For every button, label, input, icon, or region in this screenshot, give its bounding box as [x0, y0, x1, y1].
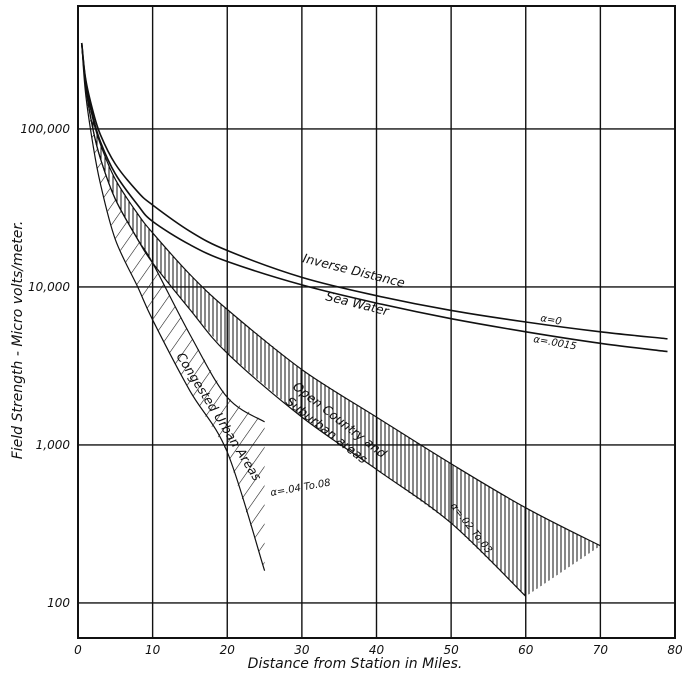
- y-axis-title: Field Strength - Micro volts/meter.: [10, 221, 26, 460]
- y-tick-label: 100,000: [20, 122, 70, 136]
- x-tick-label: 30: [294, 643, 310, 657]
- plot-frame: [77, 5, 676, 639]
- shaded-bands: [81, 42, 601, 597]
- x-tick-label: 40: [369, 643, 385, 657]
- y-tick-label: 100: [47, 596, 70, 610]
- band-fill-2: [81, 43, 601, 597]
- annotation-alpha-zero: α=0: [539, 313, 562, 328]
- x-tick-label: 80: [667, 643, 683, 657]
- x-tick-label: 70: [593, 643, 609, 657]
- y-tick-labels: 100,000 10,000 1,000 100: [20, 122, 70, 610]
- annotation-sea-water: Sea Water: [324, 288, 391, 318]
- x-axis-title: Distance from Station in Miles.: [248, 656, 463, 672]
- x-tick-label: 60: [518, 643, 534, 657]
- x-tick-label: 50: [443, 643, 459, 657]
- x-tick-label: 10: [145, 643, 161, 657]
- x-tick-labels: 0 10 20 30 40 50 60 70 80: [74, 643, 683, 657]
- annotation-alpha-04-08: α=.04 To.08: [270, 478, 332, 499]
- y-tick-label: 10,000: [28, 280, 70, 294]
- band-upper-edge-3: [81, 42, 265, 423]
- x-tick-label: 0: [74, 643, 82, 657]
- series-curves: [80, 42, 668, 353]
- band-lower-edge-3: [81, 42, 266, 571]
- band-upper-edge-2: [81, 42, 601, 547]
- y-tick-label: 1,000: [36, 438, 71, 452]
- series-line-1: [80, 42, 668, 353]
- series-line-0: [80, 42, 668, 340]
- annotation-alpha-0015: α=.0015: [532, 334, 577, 352]
- band-fill-3: [81, 43, 265, 571]
- annotation-inverse-distance: Inverse Distance: [301, 250, 406, 290]
- x-tick-label: 20: [220, 643, 236, 657]
